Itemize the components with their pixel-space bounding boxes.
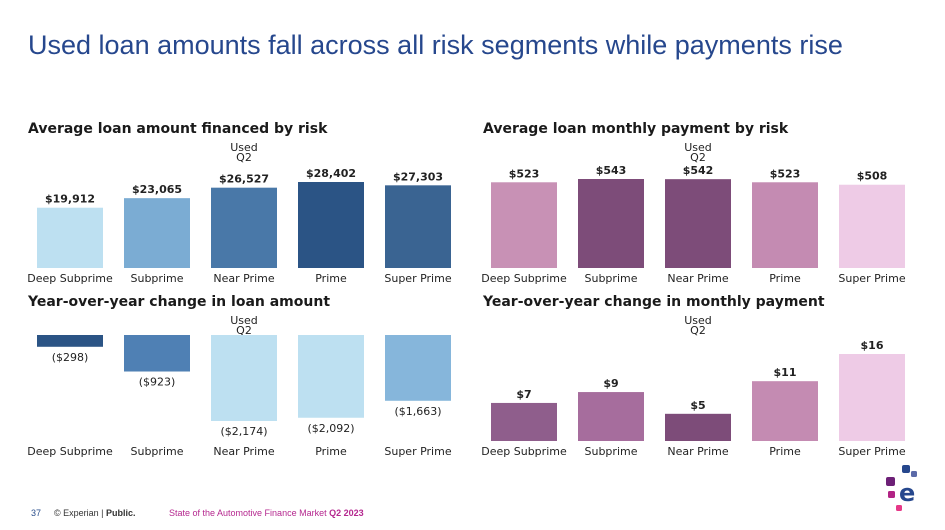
column-header-line1: Used bbox=[684, 314, 712, 327]
category-label: Subprime bbox=[585, 272, 638, 285]
data-label: $5 bbox=[690, 399, 705, 412]
footer-report-title: State of the Automotive Finance Market bbox=[169, 508, 330, 518]
category-label: Deep Subprime bbox=[27, 445, 113, 458]
data-label: $523 bbox=[509, 167, 540, 180]
category-label: Deep Subprime bbox=[27, 272, 113, 285]
bar bbox=[752, 182, 818, 268]
category-label: Subprime bbox=[131, 272, 184, 285]
data-label: $27,303 bbox=[393, 170, 443, 183]
category-label: Prime bbox=[315, 272, 347, 285]
category-label: Super Prime bbox=[384, 445, 451, 458]
bar bbox=[839, 354, 905, 441]
bar bbox=[665, 413, 731, 441]
category-label: Near Prime bbox=[667, 445, 728, 458]
data-label: $508 bbox=[857, 170, 888, 183]
category-label: Prime bbox=[315, 445, 347, 458]
bar bbox=[124, 335, 190, 372]
column-header-yoy-loan: Used Q2 bbox=[224, 314, 264, 337]
bar bbox=[665, 179, 731, 268]
category-label: Super Prime bbox=[384, 272, 451, 285]
panel-title-monthly-payment: Average loan monthly payment by risk bbox=[483, 121, 789, 137]
data-label: ($923) bbox=[139, 376, 176, 389]
column-header-yoy-payment: Used Q2 bbox=[678, 314, 718, 337]
data-label: ($2,092) bbox=[307, 422, 354, 435]
bar bbox=[752, 381, 818, 441]
column-header-line1: Used bbox=[684, 141, 712, 154]
column-header-line1: Used bbox=[230, 141, 258, 154]
bar bbox=[385, 185, 451, 268]
data-label: ($2,174) bbox=[220, 425, 267, 438]
footer-classification: Public. bbox=[106, 508, 136, 518]
category-label: Prime bbox=[769, 272, 801, 285]
data-label: $19,912 bbox=[45, 193, 95, 206]
category-label: Deep Subprime bbox=[481, 445, 567, 458]
column-header-line2: Q2 bbox=[236, 151, 252, 164]
bar bbox=[491, 402, 557, 441]
category-label: Super Prime bbox=[838, 445, 905, 458]
column-header-line2: Q2 bbox=[236, 324, 252, 337]
experian-logo-icon: e bbox=[886, 465, 917, 511]
data-label: $26,527 bbox=[219, 173, 269, 186]
data-label: $16 bbox=[861, 339, 884, 352]
category-label: Near Prime bbox=[213, 445, 274, 458]
bar bbox=[578, 179, 644, 268]
column-header-line2: Q2 bbox=[690, 151, 706, 164]
bar bbox=[211, 335, 277, 421]
category-label: Super Prime bbox=[838, 272, 905, 285]
column-header-line1: Used bbox=[230, 314, 258, 327]
data-label: ($298) bbox=[52, 351, 89, 364]
category-label: Near Prime bbox=[213, 272, 274, 285]
column-header-line2: Q2 bbox=[690, 324, 706, 337]
column-header-monthly-payment: Used Q2 bbox=[678, 141, 718, 164]
bar bbox=[298, 335, 364, 418]
data-label: $523 bbox=[770, 167, 801, 180]
column-header-loan-amount: Used Q2 bbox=[224, 141, 264, 164]
data-label: $28,402 bbox=[306, 167, 356, 180]
data-label: $542 bbox=[683, 164, 714, 177]
bar bbox=[839, 184, 905, 268]
category-label: Subprime bbox=[585, 445, 638, 458]
category-label: Deep Subprime bbox=[481, 272, 567, 285]
category-label: Prime bbox=[769, 445, 801, 458]
bar bbox=[37, 335, 103, 347]
data-label: $9 bbox=[603, 377, 618, 390]
bar bbox=[298, 182, 364, 268]
bar bbox=[491, 182, 557, 268]
category-label: Near Prime bbox=[667, 272, 728, 285]
bar bbox=[124, 198, 190, 268]
svg-text:e: e bbox=[899, 479, 915, 507]
panel-title-yoy-payment: Year-over-year change in monthly payment bbox=[483, 294, 825, 310]
footer-period: Q2 2023 bbox=[329, 508, 364, 518]
page-title: Used loan amounts fall across all risk s… bbox=[28, 30, 843, 60]
data-label: $543 bbox=[596, 164, 627, 177]
bar bbox=[211, 187, 277, 268]
footer-copyright: © Experian | Public. bbox=[54, 508, 136, 518]
data-label: ($1,663) bbox=[394, 405, 441, 418]
panel-title-yoy-loan: Year-over-year change in loan amount bbox=[28, 294, 331, 310]
data-label: $7 bbox=[516, 388, 531, 401]
footer-page-number: 37 bbox=[31, 508, 42, 518]
panel-title-loan-amount: Average loan amount financed by risk bbox=[28, 121, 328, 137]
data-label: $11 bbox=[774, 366, 797, 379]
category-label: Subprime bbox=[131, 445, 184, 458]
bar bbox=[385, 335, 451, 401]
footer-report: State of the Automotive Finance Market Q… bbox=[169, 508, 364, 518]
footer-copyright-text: © Experian | bbox=[54, 508, 106, 518]
bar bbox=[37, 207, 103, 268]
data-label: $23,065 bbox=[132, 183, 182, 196]
bar bbox=[578, 392, 644, 441]
